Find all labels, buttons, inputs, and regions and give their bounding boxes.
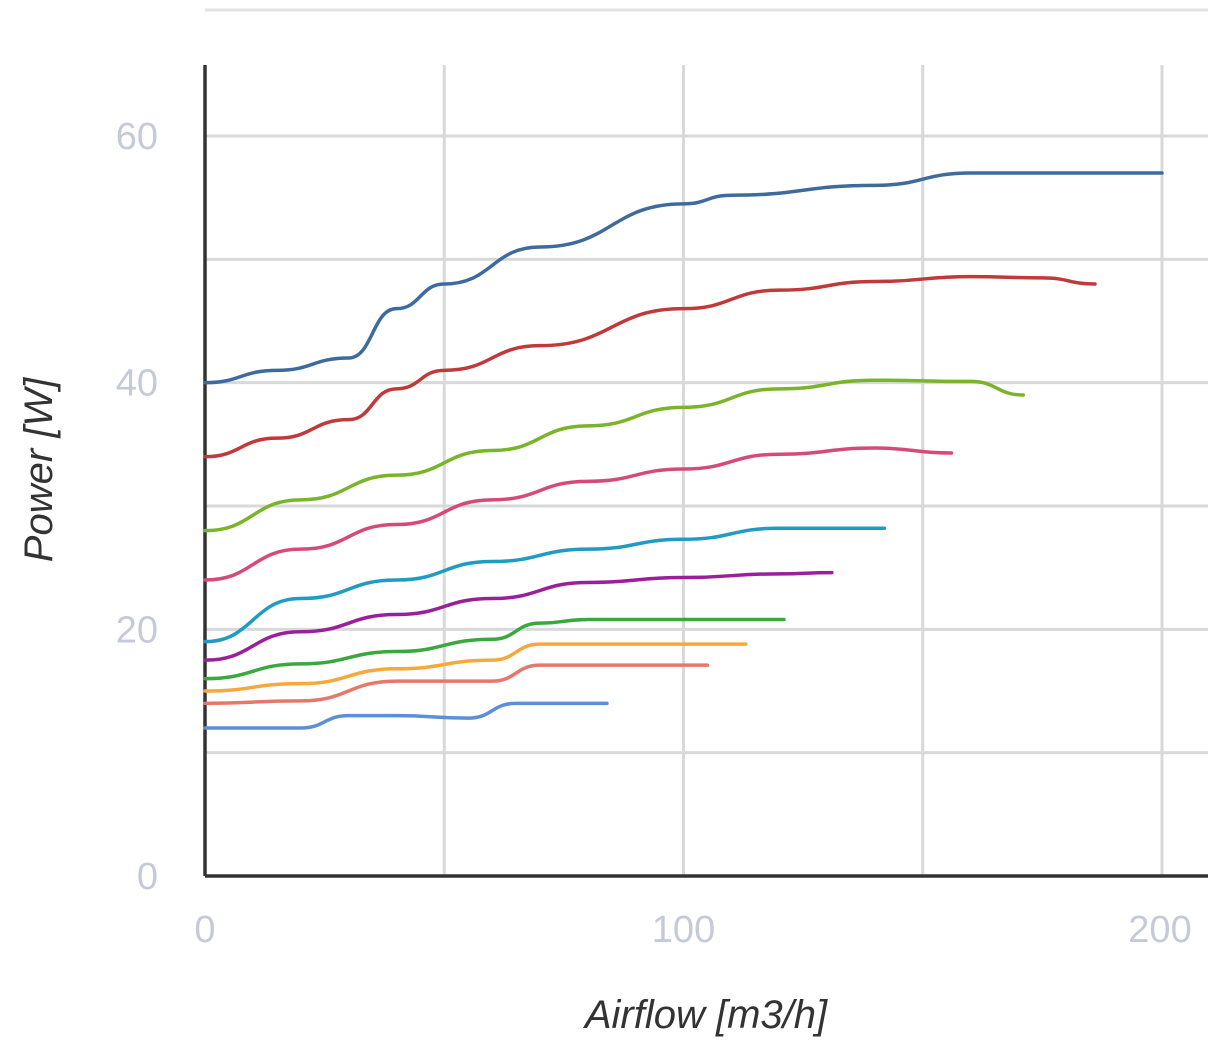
series-lines — [203, 171, 1164, 730]
series-line-5 — [203, 526, 887, 644]
x-tick-label-200: 200 — [1128, 909, 1191, 951]
series-line-2 — [203, 274, 1097, 459]
series-line-9 — [203, 663, 710, 706]
x-axis-title: Airflow [m3/h] — [583, 993, 828, 1037]
series-line-3 — [203, 378, 1025, 533]
series-line-1 — [203, 171, 1164, 385]
series-line-4 — [203, 446, 954, 582]
y-tick-labels: 0 20 40 60 — [116, 116, 158, 898]
x-tick-label-0: 0 — [194, 909, 215, 951]
series-line-7 — [203, 617, 786, 681]
y-tick-label-60: 60 — [116, 116, 158, 158]
gridlines — [205, 65, 1208, 876]
y-tick-label-20: 20 — [116, 609, 158, 651]
axes — [203, 65, 1208, 878]
y-axis-title: Power [W] — [17, 377, 61, 562]
y-tick-label-0: 0 — [137, 856, 158, 898]
x-tick-labels: 0 100 200 — [194, 909, 1191, 951]
series-line-8 — [203, 642, 748, 693]
series-line-10 — [203, 701, 609, 730]
x-tick-label-100: 100 — [652, 909, 715, 951]
y-tick-label-40: 40 — [116, 363, 158, 405]
series-line-6 — [203, 570, 834, 662]
